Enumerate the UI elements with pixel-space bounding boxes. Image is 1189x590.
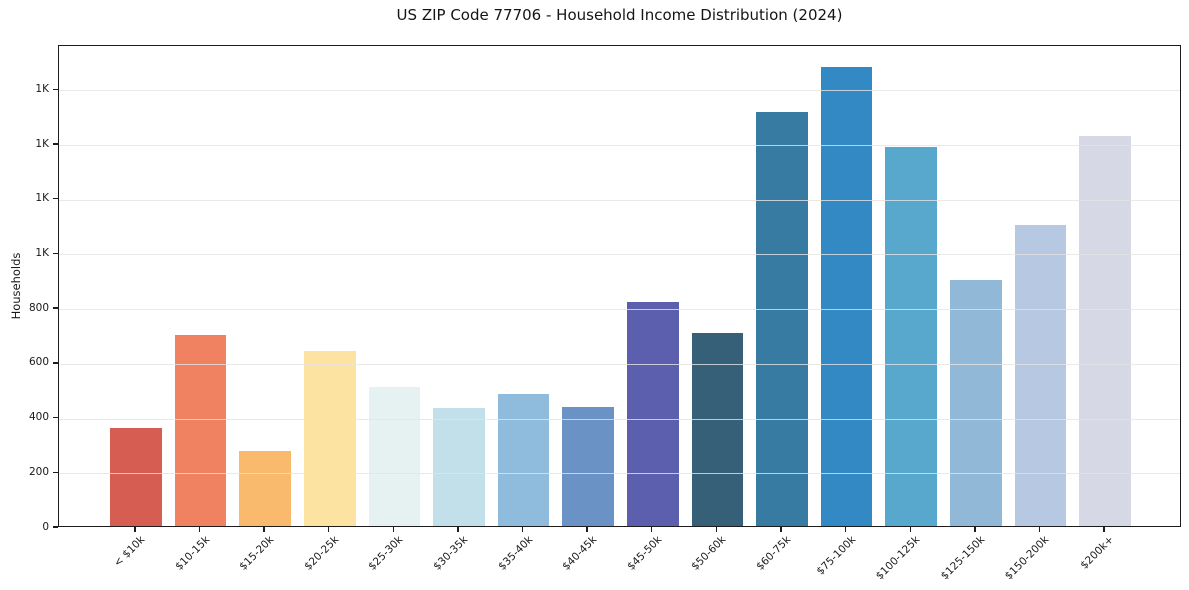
y-tick-label: 1K xyxy=(35,82,49,95)
x-tick-mark xyxy=(586,527,588,532)
y-tick-label: 1K xyxy=(35,246,49,259)
y-tick-label: 0 xyxy=(42,520,49,533)
y-tick-mark xyxy=(53,198,58,200)
x-tick-mark xyxy=(651,527,653,532)
bar-13 xyxy=(885,147,938,526)
x-tick-mark xyxy=(134,527,136,532)
y-tick-label: 400 xyxy=(28,411,49,424)
gridline-y1600 xyxy=(59,90,1180,92)
x-tick-mark xyxy=(1038,527,1041,532)
bar-1 xyxy=(110,427,162,526)
bar-12 xyxy=(820,67,873,526)
y-tick-label: 1K xyxy=(35,137,49,150)
bar-15 xyxy=(1014,225,1067,526)
y-tick-label: 800 xyxy=(28,301,49,314)
gridline-y1400 xyxy=(59,145,1180,147)
y-tick-mark xyxy=(53,362,58,364)
gridline-y1000 xyxy=(59,254,1180,256)
x-tick-mark xyxy=(1103,527,1105,532)
y-tick-mark xyxy=(53,471,58,473)
y-tick-mark xyxy=(53,416,58,419)
bar-6 xyxy=(433,408,485,526)
x-tick-mark xyxy=(198,527,201,532)
chart-title: US ZIP Code 77706 - Household Income Dis… xyxy=(396,6,843,24)
bar-4 xyxy=(303,351,356,526)
x-tick-mark xyxy=(780,527,782,532)
gridline-y600 xyxy=(59,363,1180,365)
x-tick-label: < $10k xyxy=(111,533,148,570)
x-tick-mark xyxy=(909,527,911,532)
bar-11 xyxy=(756,111,808,526)
bar-2 xyxy=(174,334,227,526)
y-tick-mark xyxy=(53,526,58,528)
y-tick-mark xyxy=(53,88,58,90)
x-tick-mark xyxy=(844,527,847,532)
bar-7 xyxy=(497,393,550,526)
x-tick-mark xyxy=(328,527,330,532)
bar-9 xyxy=(626,302,679,526)
y-tick-mark xyxy=(53,307,58,309)
x-tick-mark xyxy=(974,527,976,532)
bar-10 xyxy=(691,333,744,526)
gridline-y200 xyxy=(59,473,1180,475)
x-tick-mark xyxy=(263,527,265,532)
x-tick-mark xyxy=(457,527,459,532)
bar-8 xyxy=(562,407,615,526)
bar-16 xyxy=(1079,135,1131,526)
x-tick-mark xyxy=(392,527,395,532)
gridline-y1200 xyxy=(59,199,1180,201)
gridline-y400 xyxy=(59,418,1180,420)
y-tick-mark xyxy=(53,252,58,255)
bar-14 xyxy=(950,280,1002,526)
y-tick-label: 1K xyxy=(35,192,49,205)
x-tick-mark xyxy=(521,527,524,532)
bar-5 xyxy=(368,387,421,526)
y-tick-label: 600 xyxy=(28,356,49,369)
y-tick-label: 200 xyxy=(28,465,49,478)
y-tick-mark xyxy=(53,143,58,145)
x-tick-mark xyxy=(715,527,718,532)
gridline-y800 xyxy=(59,309,1180,311)
plot-area xyxy=(58,45,1181,527)
bar-3 xyxy=(239,451,291,526)
